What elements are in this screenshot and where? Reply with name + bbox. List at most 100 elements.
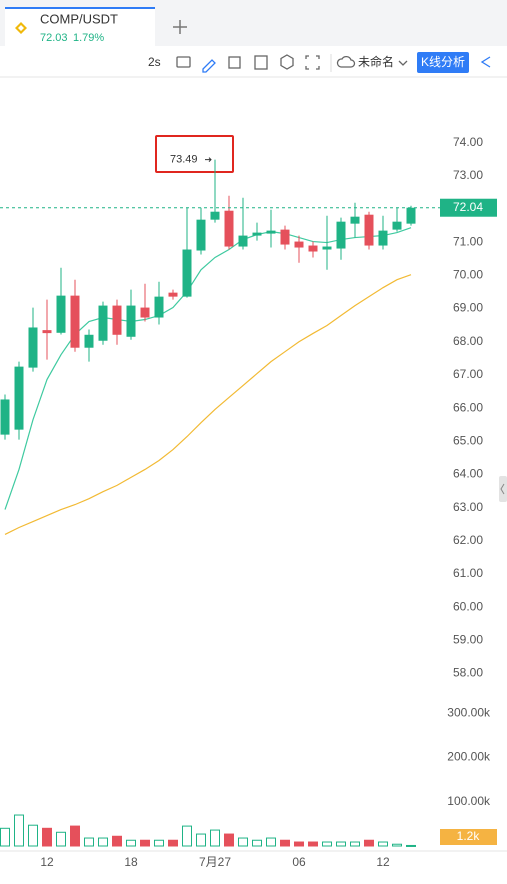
volume-bar <box>112 835 122 847</box>
moving-average <box>4 227 412 510</box>
side-handle[interactable] <box>499 476 507 502</box>
volume-bar <box>266 837 276 847</box>
volume-bar <box>364 839 374 847</box>
candle-body <box>140 307 150 318</box>
last-volume-box <box>440 829 497 845</box>
share-icon[interactable] <box>480 56 491 68</box>
candle-body <box>252 232 262 236</box>
interval[interactable]: 2s <box>148 55 161 69</box>
volume-bar <box>308 841 318 847</box>
candle-body <box>308 245 318 252</box>
volume-bar <box>336 841 346 847</box>
y-tick-label: 71.00 <box>453 234 483 248</box>
volume-bar <box>322 841 332 847</box>
candle-body <box>280 229 290 245</box>
y-tick-label: 60.00 <box>453 599 483 613</box>
volume-tick-label: 200.00k <box>447 750 491 764</box>
candle-body <box>42 330 52 334</box>
x-tick-label: 06 <box>292 855 306 869</box>
volume-bar <box>56 831 66 847</box>
y-tick-label: 73.00 <box>453 168 483 182</box>
tab[interactable] <box>5 7 155 46</box>
candle-body <box>238 235 248 247</box>
y-tick-label: 74.00 <box>453 135 483 149</box>
last-volume-label: 1.2k <box>457 829 481 843</box>
candle-body <box>14 366 24 430</box>
coin-icon <box>15 22 27 34</box>
y-tick-label: 64.00 <box>453 467 483 481</box>
candle-body <box>266 230 276 234</box>
analysis-button[interactable] <box>417 52 469 73</box>
change: 1.79% <box>73 32 104 44</box>
y-tick-label: 69.00 <box>453 301 483 315</box>
candle-body <box>56 295 66 333</box>
y-tick-label: 67.00 <box>453 367 483 381</box>
candle-body <box>336 221 346 249</box>
y-tick-label: 68.00 <box>453 334 483 348</box>
volume-bar <box>70 825 80 847</box>
volume-tick-label: 300.00k <box>447 705 491 719</box>
volume-bar <box>0 827 10 847</box>
y-tick-label: 63.00 <box>453 500 483 514</box>
x-tick-label: 12 <box>40 855 54 869</box>
calc-icon[interactable] <box>254 55 268 70</box>
volume-bar <box>406 844 416 847</box>
volume-bar <box>294 841 304 847</box>
candle-body <box>70 295 80 348</box>
volume-bar <box>126 839 136 847</box>
camera-icon[interactable] <box>176 56 191 68</box>
candle-body <box>154 296 164 318</box>
y-tick-label: 59.00 <box>453 632 483 646</box>
volume-bar <box>182 825 192 847</box>
price: 72.03 <box>40 32 68 44</box>
y-tick-label: 62.00 <box>453 533 483 547</box>
highlight-box <box>155 135 234 173</box>
candle-body <box>364 214 374 246</box>
volume-bar <box>238 837 248 847</box>
add-tab[interactable] <box>173 20 187 34</box>
volume-bar <box>210 829 220 847</box>
volume-bar <box>28 824 38 847</box>
settings-icon[interactable] <box>280 54 294 70</box>
volume-bar <box>280 839 290 847</box>
candle-body <box>322 246 332 250</box>
cloud-icon[interactable] <box>336 55 356 68</box>
symbol: COMP/USDT <box>40 11 118 26</box>
candle-body <box>378 230 388 246</box>
x-tick-label: 7月27 <box>199 855 231 869</box>
high-arrow <box>205 157 212 162</box>
tab-indicator <box>5 7 155 9</box>
layout-name[interactable]: 未命名 <box>358 54 394 69</box>
volume-bar <box>392 843 402 847</box>
volume-bar <box>42 827 52 847</box>
volume-bar <box>14 814 24 847</box>
last-price-label: 72.04 <box>453 200 483 214</box>
side-handle-arrow <box>500 483 505 495</box>
candle-body <box>0 399 10 435</box>
candle-body <box>98 305 108 341</box>
volume-bar <box>84 837 94 847</box>
y-tick-label: 70.00 <box>453 268 483 282</box>
volume-bar <box>224 833 234 847</box>
indicator-icon[interactable] <box>228 56 241 69</box>
candle-body <box>182 249 192 297</box>
y-tick-label: 65.00 <box>453 433 483 447</box>
analysis-button-label: K线分析 <box>421 55 465 69</box>
y-tick-label: 66.00 <box>453 400 483 414</box>
volume-bar <box>350 841 360 847</box>
fullscreen-icon[interactable] <box>305 55 320 70</box>
candle-body <box>28 327 38 368</box>
dropdown-icon[interactable] <box>398 60 408 66</box>
candle-body <box>168 292 178 297</box>
draw-icon[interactable] <box>202 59 216 73</box>
high-annotation: 73.49 <box>170 154 198 166</box>
candle-body <box>224 210 234 247</box>
x-tick-label: 12 <box>376 855 390 869</box>
last-price-box <box>440 198 497 217</box>
candle-body <box>406 207 416 224</box>
volume-bar <box>154 839 164 847</box>
y-tick-label: 61.00 <box>453 566 483 580</box>
x-tick-label: 18 <box>124 855 138 869</box>
